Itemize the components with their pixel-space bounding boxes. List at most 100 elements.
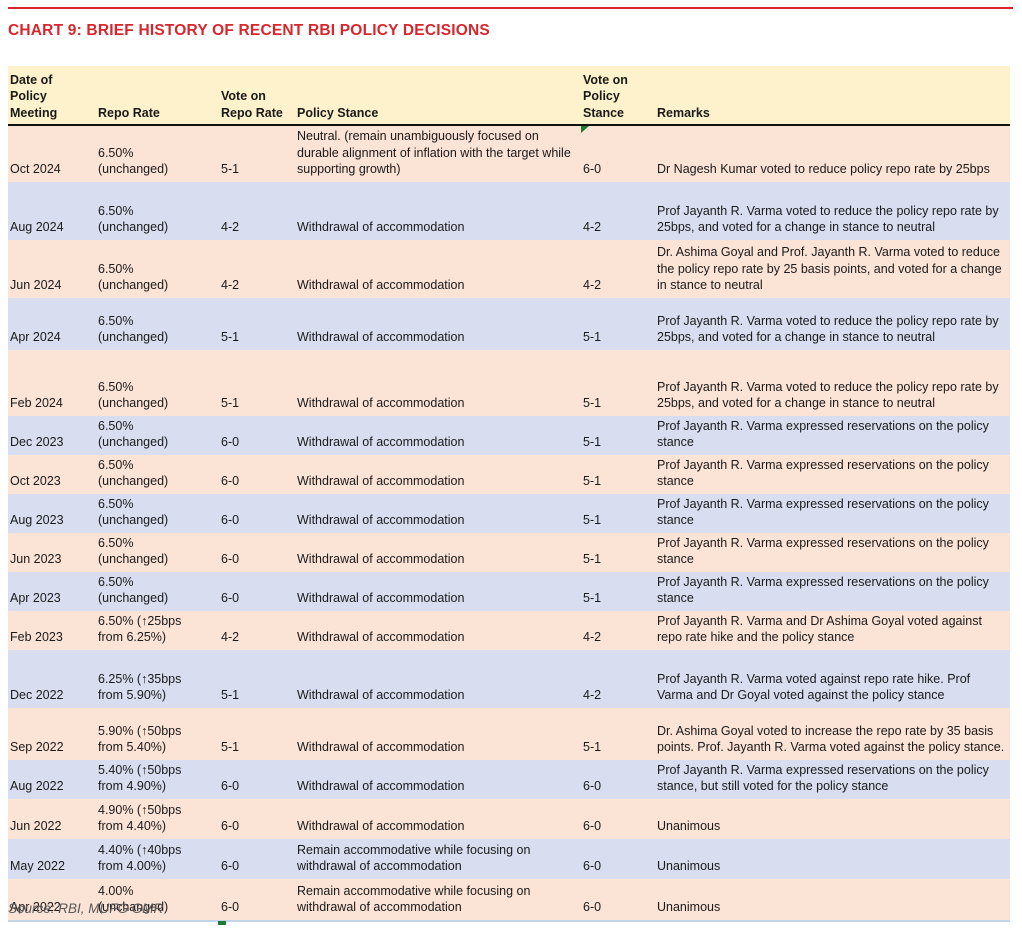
vote-stance-text: 6-0 [583,819,602,833]
cell-vote-on-policy-stance: 5-1 [581,349,655,416]
repo-rate-text: 6.50% (unchanged) [98,496,169,528]
cell-remarks: Prof Jayanth R. Varma voted against repo… [655,649,1010,708]
vote-repo-text: 6-0 [221,779,240,793]
cell-repo-rate: 5.40% (↑50bps from 4.90%) [96,759,219,799]
vote-stance-text: 4-2 [583,688,602,702]
cell-vote-on-repo-rate: 5-1 [219,707,295,760]
meeting-date-text: Apr 2024 [10,330,61,344]
top-divider-rule [8,7,1013,9]
cell-policy-stance: Neutral. (remain unambiguously focused o… [295,125,581,182]
meeting-date-text: Jun 2023 [10,552,62,566]
remarks-text: Prof Jayanth R. Varma expressed reservat… [657,457,989,489]
cell-remarks: Prof Jayanth R. Varma expressed reservat… [655,454,1010,494]
cell-remarks: Prof Jayanth R. Varma expressed reservat… [655,571,1010,611]
cell-repo-rate: 6.50% (unchanged) [96,125,219,182]
cell-vote-on-policy-stance: 5-1 [581,532,655,572]
policy-stance-text: Neutral. (remain unambiguously focused o… [297,129,571,176]
cell-vote-on-repo-rate: 6-0 [219,571,295,611]
cell-remarks: Unanimous [655,798,1010,839]
source-note: Source: RBI, MUFG GMR [8,901,164,916]
vote-repo-text: 6-0 [221,591,240,605]
cell-marker-icon [218,920,226,925]
cell-meeting-date: Dec 2022 [8,649,96,708]
meeting-date-text: Aug 2024 [10,220,64,234]
cell-vote-on-policy-stance: 6-0 [581,838,655,879]
vote-repo-text: 6-0 [221,900,240,914]
cell-policy-stance: Withdrawal of accommodation [295,798,581,839]
vote-stance-text: 5-1 [583,474,602,488]
cell-repo-rate: 6.50% (unchanged) [96,415,219,455]
cell-meeting-date: Apr 2023 [8,571,96,611]
cell-remarks: Dr. Ashima Goyal and Prof. Jayanth R. Va… [655,239,1010,298]
cell-remarks: Prof Jayanth R. Varma expressed reservat… [655,532,1010,572]
cell-meeting-date: Jun 2023 [8,532,96,572]
remarks-text: Prof Jayanth R. Varma expressed reservat… [657,574,989,606]
cell-vote-on-repo-rate: 4-2 [219,239,295,298]
remarks-text: Prof Jayanth R. Varma and Dr Ashima Goya… [657,613,982,645]
cell-repo-rate: 6.50% (unchanged) [96,297,219,350]
cell-policy-stance: Withdrawal of accommodation [295,532,581,572]
table-row: Feb 2023 6.50% (↑25bps from 6.25%) 4-2 W… [8,610,1010,650]
vote-stance-text: 6-0 [583,779,602,793]
table-row: Aug 2024 6.50% (unchanged) 4-2 Withdrawa… [8,181,1010,240]
table-row: Apr 2024 6.50% (unchanged) 5-1 Withdrawa… [8,297,1010,350]
remarks-text: Prof Jayanth R. Varma voted to reduce th… [657,313,999,345]
col-header-policy-stance: Policy Stance [295,66,581,126]
cell-vote-on-repo-rate: 5-1 [219,297,295,350]
policy-stance-text: Withdrawal of accommodation [297,740,465,754]
vote-repo-text: 5-1 [221,330,240,344]
vote-repo-text: 6-0 [221,513,240,527]
policy-stance-text: Withdrawal of accommodation [297,435,465,449]
repo-rate-text: 4.00% (unchanged) [98,883,169,915]
cell-vote-on-policy-stance: 6-0 [581,878,655,922]
cell-meeting-date: Apr 2024 [8,297,96,350]
cell-repo-rate: 5.90% (↑50bps from 5.40%) [96,707,219,760]
vote-stance-text: 5-1 [583,396,602,410]
meeting-date-text: Dec 2022 [10,688,64,702]
cell-repo-rate: 6.50% (unchanged) [96,493,219,533]
meeting-date-text: Dec 2023 [10,435,64,449]
cell-meeting-date: Aug 2023 [8,493,96,533]
table-row: Apr 2022 4.00% (unchanged) 6-0 Remain ac… [8,878,1010,925]
cell-meeting-date: Oct 2024 [8,125,96,182]
cell-policy-stance: Withdrawal of accommodation [295,239,581,298]
cell-repo-rate: 6.50% (unchanged) [96,349,219,416]
cell-policy-stance: Withdrawal of accommodation [295,707,581,760]
vote-repo-text: 4-2 [221,220,240,234]
repo-rate-text: 5.40% (↑50bps from 4.90%) [98,762,182,794]
policy-stance-text: Withdrawal of accommodation [297,396,465,410]
col-header-vote-stance: Vote on Policy Stance [581,66,655,126]
cell-vote-on-repo-rate: 6-0 [219,532,295,572]
page-title: CHART 9: BRIEF HISTORY OF RECENT RBI POL… [8,22,490,39]
cell-vote-on-repo-rate: 6-0 [219,454,295,494]
vote-stance-text: 5-1 [583,591,602,605]
col-header-repo-rate: Repo Rate [96,66,219,126]
cell-remarks: Dr Nagesh Kumar voted to reduce policy r… [655,125,1010,182]
table-row: Oct 2024 6.50% (unchanged) 5-1 Neutral. … [8,125,1010,182]
remarks-text: Prof Jayanth R. Varma expressed reservat… [657,496,989,528]
cell-remarks: Prof Jayanth R. Varma expressed reservat… [655,415,1010,455]
vote-stance-text: 5-1 [583,513,602,527]
policy-stance-text: Remain accommodative while focusing on w… [297,842,531,874]
policy-stance-text: Withdrawal of accommodation [297,779,465,793]
repo-rate-text: 5.90% (↑50bps from 5.40%) [98,723,182,755]
cell-vote-on-repo-rate: 6-0 [219,838,295,879]
table-row: May 2022 4.40% (↑40bps from 4.00%) 6-0 R… [8,838,1010,879]
policy-stance-text: Withdrawal of accommodation [297,688,465,702]
vote-stance-text: 4-2 [583,220,602,234]
table-row: Jun 2022 4.90% (↑50bps from 4.40%) 6-0 W… [8,798,1010,839]
remarks-text: Dr Nagesh Kumar voted to reduce policy r… [657,162,990,176]
cell-meeting-date: Dec 2023 [8,415,96,455]
repo-rate-text: 6.50% (unchanged) [98,203,169,235]
cell-vote-on-policy-stance: 4-2 [581,649,655,708]
policy-stance-text: Withdrawal of accommodation [297,552,465,566]
vote-repo-text: 5-1 [221,162,240,176]
table-row: Apr 2023 6.50% (unchanged) 6-0 Withdrawa… [8,571,1010,611]
col-header-remarks: Remarks [655,66,1010,126]
cell-policy-stance: Withdrawal of accommodation [295,759,581,799]
table-row: Dec 2023 6.50% (unchanged) 6-0 Withdrawa… [8,415,1010,455]
cell-vote-on-policy-stance: 5-1 [581,571,655,611]
vote-repo-text: 6-0 [221,435,240,449]
vote-stance-text: 6-0 [583,900,602,914]
